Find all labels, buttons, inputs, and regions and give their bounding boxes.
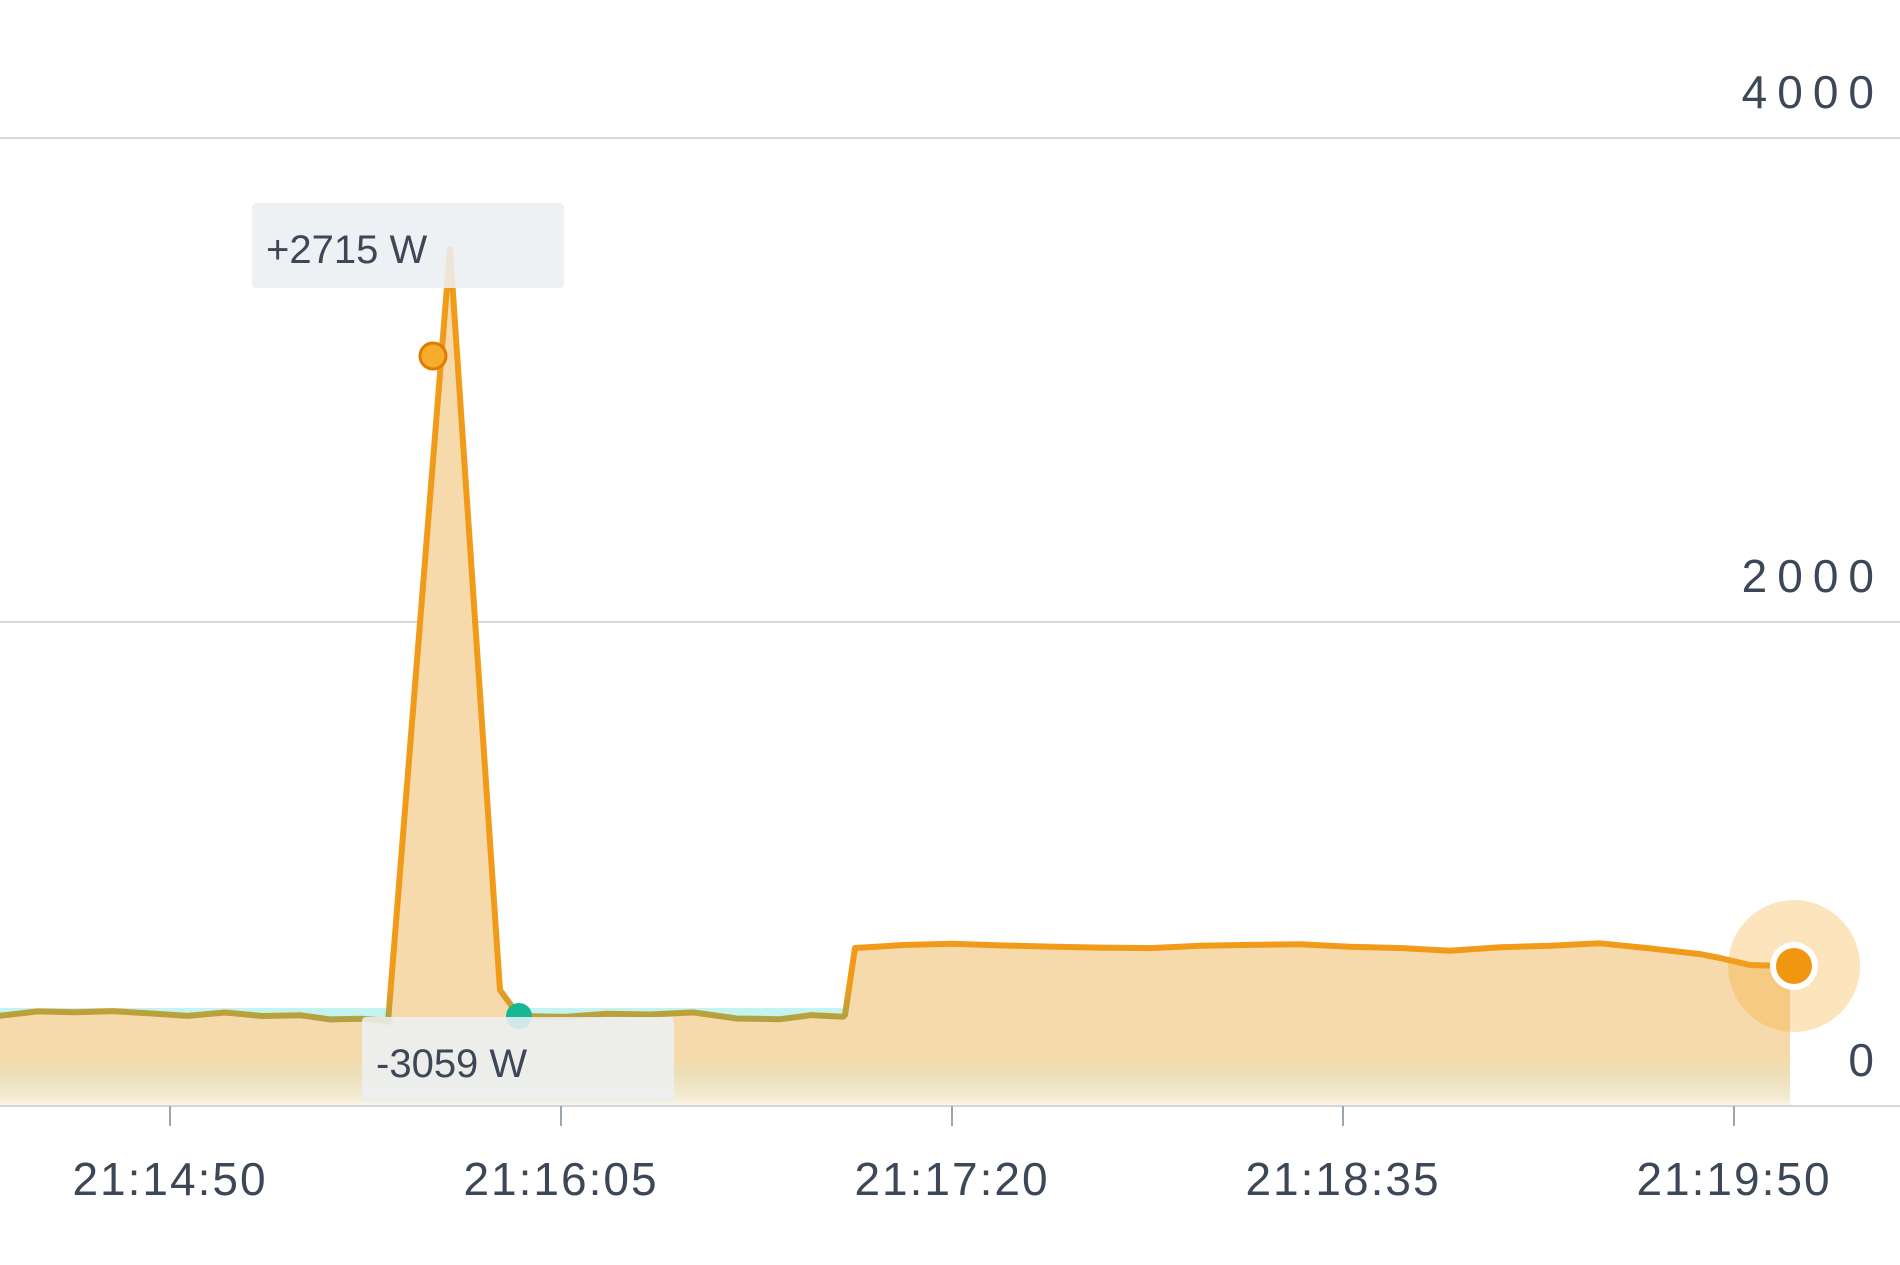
svg-text:-3059 W: -3059 W [376, 1042, 527, 1086]
svg-text:21:19:50: 21:19:50 [1636, 1153, 1831, 1205]
svg-text:0: 0 [1848, 1034, 1884, 1086]
svg-text:2000: 2000 [1742, 550, 1884, 602]
svg-text:21:18:35: 21:18:35 [1245, 1153, 1440, 1205]
svg-text:21:17:20: 21:17:20 [854, 1153, 1049, 1205]
svg-text:+2715 W: +2715 W [266, 228, 427, 272]
svg-text:21:14:50: 21:14:50 [72, 1153, 267, 1205]
svg-text:4000: 4000 [1742, 66, 1884, 118]
svg-text:21:16:05: 21:16:05 [463, 1153, 658, 1205]
